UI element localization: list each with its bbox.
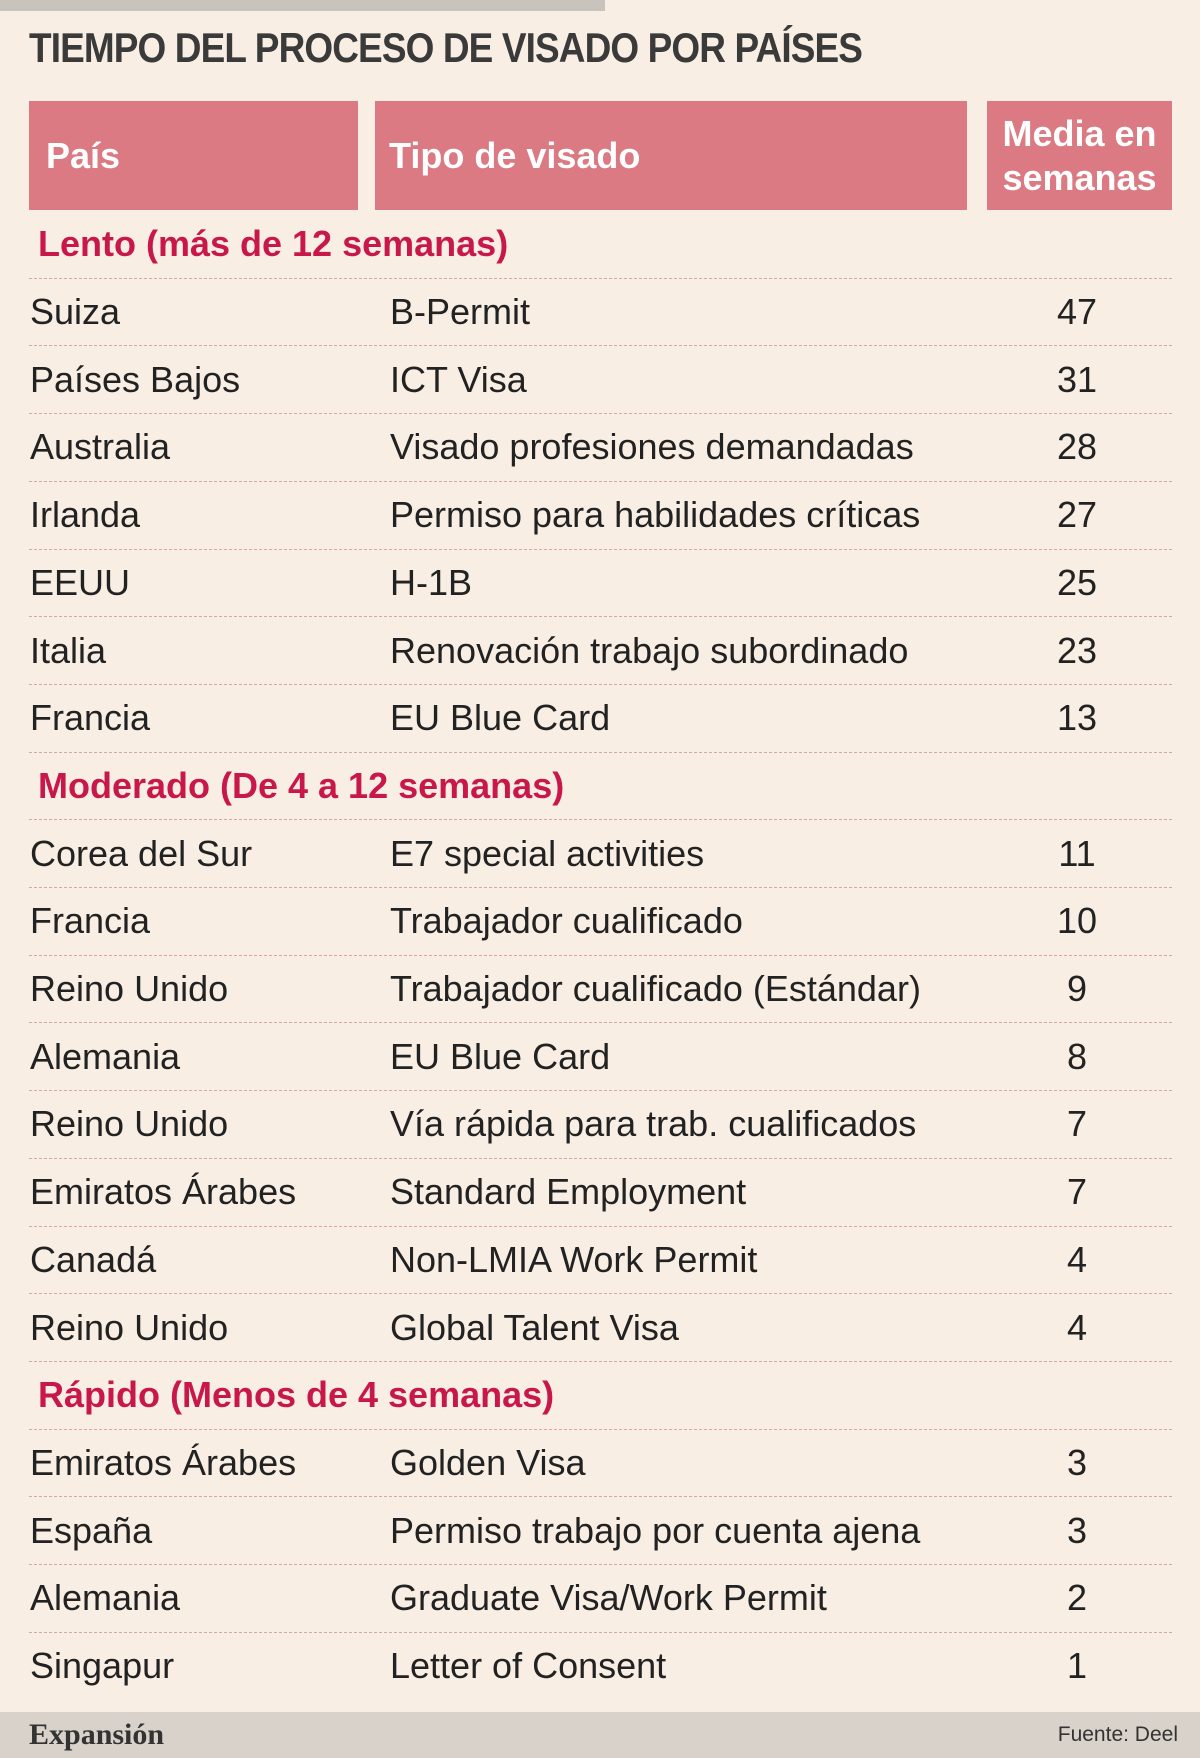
column-header: País — [29, 101, 358, 210]
visa-type: Trabajador cualificado — [390, 900, 743, 942]
country: EEUU — [30, 561, 131, 603]
country: Irlanda — [30, 494, 141, 536]
table-row: Singapur Letter of Consent 1 — [29, 1631, 1172, 1700]
country: Reino Unido — [30, 1103, 229, 1145]
visa-type: Vía rápida para trab. cualificados — [390, 1103, 917, 1145]
country: Francia — [30, 900, 151, 942]
visa-type: Permiso para habilidades críticas — [390, 494, 921, 536]
weeks: 31 — [1056, 358, 1098, 400]
visa-type: Global Talent Visa — [390, 1306, 679, 1348]
table-row: Corea del Sur E7 special activities 11 — [29, 819, 1172, 887]
weeks: 7 — [1066, 1103, 1088, 1145]
table-row: Reino Unido Vía rápida para trab. cualifi… — [29, 1090, 1172, 1158]
country: Países Bajos — [30, 358, 241, 400]
weeks: 47 — [1056, 291, 1098, 333]
weeks: 10 — [1056, 900, 1098, 942]
country: Canadá — [30, 1238, 157, 1280]
country: Alemania — [30, 1577, 181, 1619]
table-row: Australia Visado profesiones demandadas 28 — [29, 413, 1172, 481]
visa-type: Graduate Visa/Work Permit — [390, 1577, 827, 1619]
table-row: Alemania EU Blue Card 8 — [29, 1022, 1172, 1090]
visa-type: Standard Employment — [390, 1171, 747, 1213]
country: Alemania — [30, 1035, 181, 1077]
brand: Expansión — [29, 1718, 165, 1751]
group-label: Moderado (De 4 a 12 semanas) — [38, 764, 565, 806]
visa-type: E7 special activities — [390, 832, 705, 874]
country: Reino Unido — [30, 968, 229, 1010]
table-row: Irlanda Permiso para habilidades críticas… — [29, 480, 1172, 549]
visa-type: Trabajador cualificado (Estándar) — [390, 968, 921, 1010]
visa-type: Non-LMIA Work Permit — [390, 1238, 758, 1280]
table-row: EEUU H-1B 25 — [29, 548, 1172, 617]
country: España — [30, 1509, 153, 1551]
visa-type: EU Blue Card — [390, 1035, 611, 1077]
weeks: 3 — [1066, 1441, 1088, 1483]
country: Singapur — [30, 1645, 175, 1687]
table-row: España Permiso trabajo por cuenta ajena 3 — [29, 1496, 1172, 1564]
column-header: Tipo de visado — [375, 101, 967, 210]
table-row: Alemania Graduate Visa/Work Permit 2 — [29, 1564, 1172, 1632]
visa-type: H-1B — [390, 561, 473, 603]
table-row: Emiratos Árabes Standard Employment 7 — [29, 1157, 1172, 1226]
top-bar — [0, 0, 605, 11]
group-label: Rápido (Menos de 4 semanas) — [38, 1374, 555, 1416]
weeks: 2 — [1066, 1577, 1088, 1619]
table-row: Emiratos Árabes Golden Visa 3 — [29, 1428, 1172, 1497]
visa-type: EU Blue Card — [390, 697, 611, 739]
country: Emiratos Árabes — [30, 1441, 297, 1483]
country: Australia — [30, 426, 171, 468]
country: Francia — [30, 697, 151, 739]
weeks: 9 — [1066, 968, 1088, 1010]
group-row: Lento (más de 12 semanas) — [29, 210, 1172, 278]
weeks: 8 — [1066, 1035, 1088, 1077]
country: Italia — [30, 629, 107, 671]
table-row: Francia EU Blue Card 13 — [29, 683, 1172, 752]
country: Suiza — [30, 291, 121, 333]
weeks: 28 — [1056, 426, 1098, 468]
visa-type: Golden Visa — [390, 1441, 586, 1483]
group-row: Rápido (Menos de 4 semanas) — [29, 1360, 1172, 1429]
weeks: 27 — [1056, 494, 1098, 536]
visa-type: Letter of Consent — [390, 1645, 667, 1687]
visa-type: Renovación trabajo subordinado — [390, 629, 909, 671]
group-row: Moderado (De 4 a 12 semanas) — [29, 751, 1172, 820]
visa-type: B-Permit — [390, 291, 531, 333]
table-row: Francia Trabajador cualificado 10 — [29, 887, 1172, 955]
country: Corea del Sur — [30, 832, 253, 874]
visa-type: Visado profesiones demandadas — [390, 426, 914, 468]
table-row: Reino Unido Global Talent Visa 4 — [29, 1293, 1172, 1361]
table-row: Italia Renovación trabajo subordinado 23 — [29, 616, 1172, 684]
table-row: Países Bajos ICT Visa 31 — [29, 345, 1172, 413]
weeks: 13 — [1056, 697, 1098, 739]
weeks: 11 — [1058, 832, 1096, 874]
visa-type: ICT Visa — [390, 358, 527, 400]
group-label: Lento (más de 12 semanas) — [38, 222, 509, 264]
table-row: Reino Unido Trabajador cualificado (Están… — [29, 954, 1172, 1023]
column-header: Media en semanas — [987, 101, 1172, 210]
visa-type: Permiso trabajo por cuenta ajena — [390, 1509, 921, 1551]
title: TIEMPO DEL PROCESO DE VISADO POR PAÍSES — [29, 24, 863, 71]
weeks: 23 — [1056, 629, 1098, 671]
weeks: 3 — [1066, 1509, 1088, 1551]
table-row: Canadá Non-LMIA Work Permit 4 — [29, 1225, 1172, 1294]
country: Reino Unido — [30, 1306, 229, 1348]
source: Fuente: Deel — [1057, 1723, 1178, 1746]
country: Emiratos Árabes — [30, 1171, 297, 1213]
weeks: 4 — [1066, 1238, 1088, 1280]
table-row: Suiza B-Permit 47 — [29, 277, 1172, 346]
footer: Expansión Fuente: Deel — [0, 1712, 1200, 1758]
weeks: 1 — [1066, 1645, 1088, 1687]
weeks: 25 — [1056, 561, 1098, 603]
weeks: 7 — [1066, 1171, 1088, 1213]
weeks: 4 — [1066, 1306, 1088, 1348]
